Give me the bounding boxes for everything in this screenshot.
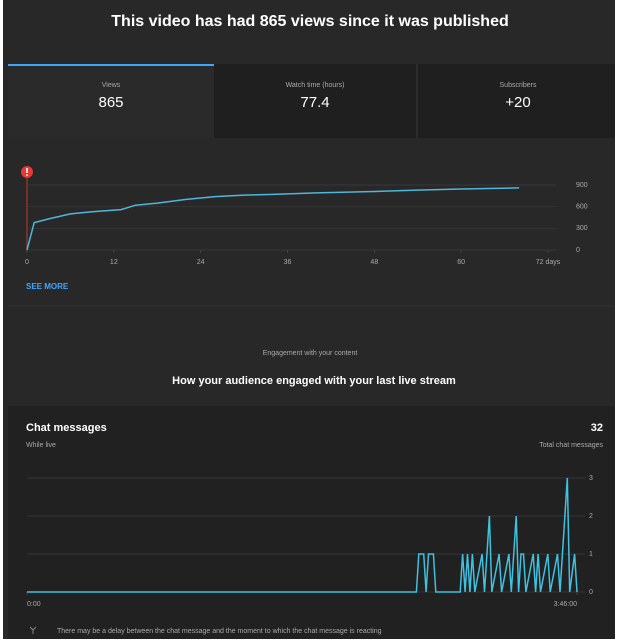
tab-value: 865: [98, 94, 123, 111]
section-title: How your audience engaged with your last…: [172, 375, 456, 387]
tab-value: +20: [505, 94, 530, 111]
y-tick-label: 0: [589, 589, 593, 596]
tab-subscribers[interactable]: [417, 64, 615, 138]
y-tick-label: 3: [589, 475, 593, 482]
chat-total-label: Total chat messages: [539, 442, 603, 449]
marker-icon: [26, 168, 28, 173]
tab-watch-time[interactable]: [214, 64, 417, 138]
chat-subtitle: While live: [26, 442, 56, 449]
y-tick-label: 600: [576, 204, 588, 211]
chat-note: There may be a delay between the chat me…: [57, 628, 382, 635]
tab-value: 77.4: [300, 94, 329, 111]
tab-views[interactable]: [8, 64, 214, 138]
x-tick-label: 72 days: [536, 259, 561, 266]
info-icon: [29, 626, 37, 634]
tab-label: Subscribers: [500, 82, 537, 89]
y-tick-label: 300: [576, 225, 588, 232]
y-tick-label: 1: [589, 551, 593, 558]
data-line: [26, 187, 520, 251]
x-tick-label: 36: [284, 259, 292, 266]
x-tick-label: 48: [370, 259, 378, 266]
x-tick-label: 60: [457, 259, 465, 266]
tab-label: Views: [102, 82, 121, 89]
chat-title: Chat messages: [26, 422, 107, 434]
section-kicker: Engagement with your content: [263, 350, 358, 357]
tab-selected-indicator: [8, 64, 214, 66]
see-more-link[interactable]: SEE MORE: [26, 282, 69, 291]
y-tick-label: 2: [589, 513, 593, 520]
y-tick-label: 0: [576, 247, 580, 254]
header-title: This video has had 865 views since it wa…: [111, 13, 508, 30]
x-tick-label: 0:00: [27, 601, 41, 608]
data-line: [27, 477, 578, 593]
x-tick-label: 24: [197, 259, 205, 266]
x-tick-label: 12: [110, 259, 118, 266]
chat-total: 32: [591, 422, 603, 434]
x-tick-label: 3:46:00: [554, 601, 577, 608]
marker-icon: [26, 174, 28, 177]
chat-card: [8, 406, 615, 639]
x-tick-label: 0: [25, 259, 29, 266]
y-tick-label: 900: [576, 182, 588, 189]
tab-label: Watch time (hours): [286, 82, 345, 89]
